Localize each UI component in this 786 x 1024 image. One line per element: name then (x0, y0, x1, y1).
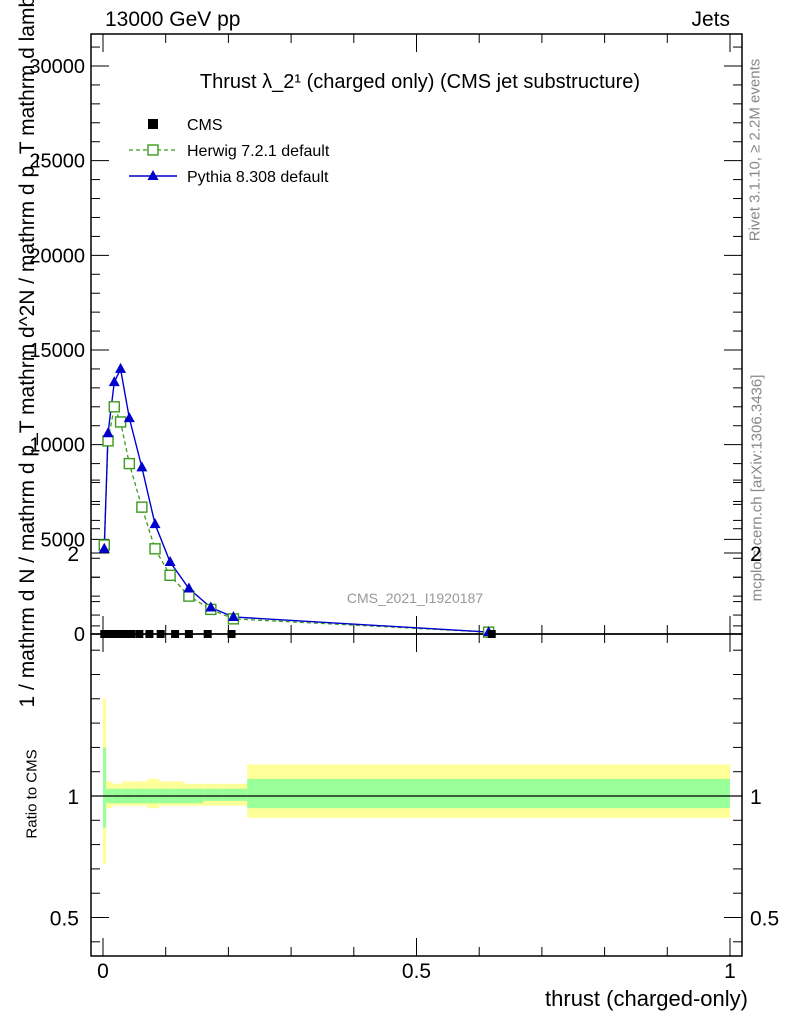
pythia-point (183, 582, 195, 593)
x-tick-label: 1 (724, 960, 736, 983)
pythia-point (205, 601, 217, 612)
x-tick-label: 0.5 (402, 960, 431, 983)
pythia-point (136, 461, 148, 472)
ratio-inner-band-bin (222, 788, 248, 801)
x-axis-label: thrust (charged-only) (545, 986, 748, 1011)
x-tick-label: 0 (97, 960, 109, 983)
cms-point (127, 630, 136, 638)
ratio-y-tick-label: 1 (67, 786, 79, 809)
cms-point (184, 630, 193, 638)
pythia-point (115, 362, 127, 373)
pythia-point (149, 518, 161, 529)
header-category: Jets (691, 8, 730, 31)
main-y-tick-label: 5000 (41, 529, 86, 551)
main-y-tick-label: 25000 (29, 151, 85, 173)
cms-point (487, 630, 496, 638)
herwig-point (183, 590, 195, 602)
pythia-point (164, 556, 176, 567)
ratio-inner-band-bin (103, 747, 107, 828)
cms-point (104, 630, 113, 638)
analysis-watermark: CMS_2021_I1920187 (347, 590, 483, 606)
legend-pythia-marker (147, 170, 159, 180)
ratio-y-tick-label: 2 (67, 543, 79, 566)
cms-point (145, 630, 154, 638)
legend-cms-marker (148, 119, 158, 129)
herwig-point (136, 501, 148, 513)
ratio-y-tick-label: 0.5 (50, 908, 79, 931)
cms-point (109, 630, 118, 638)
cms-point (120, 630, 129, 638)
ratio-y-tick-label-right: 2 (750, 543, 762, 566)
legend-label: Herwig 7.2.1 default (187, 143, 330, 160)
ratio-y-tick-label-right: 0.5 (750, 908, 779, 931)
herwig-point (123, 457, 136, 470)
legend-label: Pythia 8.308 default (187, 169, 329, 186)
main-y-tick-label: 0 (74, 624, 85, 646)
herwig-point (149, 543, 161, 555)
cms-point (156, 630, 165, 638)
cms-point (227, 630, 236, 638)
main-y-tick-label: 10000 (29, 435, 85, 457)
main-y-tick-label: 15000 (29, 340, 85, 362)
chart-title: Thrust λ_2¹ (charged only) (CMS jet subs… (200, 71, 640, 93)
ratio-bands (103, 698, 730, 865)
herwig-point (108, 401, 120, 413)
pythia-point (98, 542, 110, 553)
cms-point (100, 630, 109, 638)
cms-point (135, 630, 144, 638)
series-layer (98, 362, 496, 638)
main-y-tick-label: 30000 (29, 56, 85, 78)
axis-ticks: 0 5000 10000 15000 20000 25000 30000 0.5 0.5 1 1 2 2… (29, 34, 779, 983)
ratio-inner-band-bin (203, 788, 223, 801)
header-process: 13000 GeV pp (105, 8, 241, 31)
cms-point (171, 630, 180, 638)
pythia-point (102, 427, 114, 438)
pythia-point (108, 376, 120, 387)
main-y-tick-label: 20000 (29, 245, 85, 267)
pythia-point (123, 412, 135, 423)
legend: CMS Herwig 7.2.1 default Pythia 8.308 defa… (129, 117, 330, 186)
legend-herwig-marker (147, 144, 159, 156)
cms-point (115, 630, 124, 638)
pythia-point (227, 610, 239, 621)
herwig-point (164, 569, 176, 582)
ratio-y-tick-label-right: 1 (750, 786, 762, 809)
cms-point (203, 630, 212, 638)
ratio-inner-band-bin (247, 778, 730, 809)
legend-label: CMS (187, 117, 223, 134)
herwig-point (102, 435, 114, 447)
